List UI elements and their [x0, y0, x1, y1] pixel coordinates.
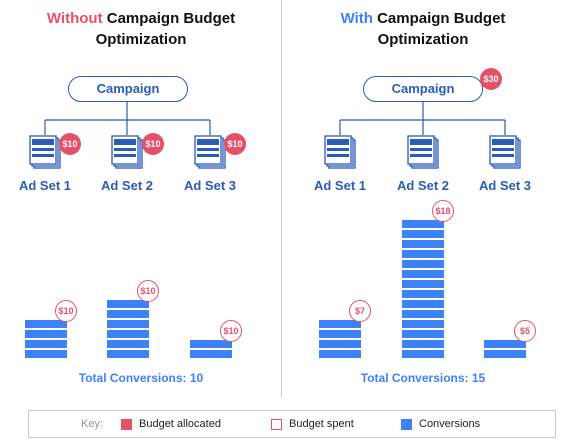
left-adset-3-icon [194, 135, 226, 169]
conversion-block [107, 300, 149, 308]
left-adset-2-icon [111, 135, 143, 169]
conversion-block [402, 310, 444, 318]
key-budget-allocated: Budget allocated [139, 418, 221, 430]
conversions-swatch [401, 419, 412, 430]
conversion-block [402, 290, 444, 298]
left-adset-3-budget-badge: $10 [224, 133, 246, 155]
conversion-block [402, 220, 444, 228]
key-budget-spent: Budget spent [289, 418, 354, 430]
left-adset-1-spent-badge: $10 [55, 300, 77, 322]
budget-spent-swatch [271, 419, 282, 430]
key-title: Key: [81, 418, 104, 430]
conversion-block [484, 340, 526, 348]
right-total-conversions: Total Conversions: 15 [360, 371, 486, 385]
left-adset-2-budget-badge: $10 [142, 133, 164, 155]
right-adset-1-conversion-bar [319, 320, 361, 358]
conversion-block [402, 350, 444, 358]
conversion-block [402, 300, 444, 308]
conversion-block [402, 250, 444, 258]
right-adset-2-label: Ad Set 2 [396, 178, 449, 193]
panel-divider [281, 0, 282, 398]
conversion-block [190, 350, 232, 358]
key-conversions: Conversions [419, 418, 481, 430]
conversion-block [402, 240, 444, 248]
conversion-block [402, 340, 444, 348]
conversion-block [25, 320, 67, 328]
conversion-block [107, 320, 149, 328]
right-campaign-label: Campaign [391, 81, 455, 96]
left-adset-1-label: Ad Set 1 [18, 178, 71, 193]
budget-allocated-swatch [121, 419, 132, 430]
conversion-block [319, 340, 361, 348]
left-adset-1-icon [29, 135, 61, 169]
left-adset-3-conversion-bar [190, 340, 232, 358]
conversion-block [25, 330, 67, 338]
conversion-block [402, 230, 444, 238]
right-title-line2: Optimization [377, 31, 469, 48]
conversion-block [107, 310, 149, 318]
conversion-block [402, 280, 444, 288]
right-adset-2-icon [407, 135, 439, 169]
left-title-rest: Campaign Budget [102, 10, 236, 27]
right-adset-2-spent-badge: $18 [432, 200, 454, 222]
left-adset-3-spent-badge: $10 [220, 320, 242, 342]
left-adset-2-label: Ad Set 2 [100, 178, 153, 193]
left-title-line2: Optimization [95, 31, 187, 48]
left-adset-1-conversion-bar [25, 320, 67, 358]
right-campaign-box: Campaign [363, 76, 483, 102]
conversion-block [402, 330, 444, 338]
left-adset-2-spent-badge: $10 [137, 280, 159, 302]
conversion-block [25, 340, 67, 348]
right-title-accent: With [340, 10, 373, 27]
conversion-block [107, 340, 149, 348]
right-adset-3-label: Ad Set 3 [478, 178, 531, 193]
conversion-block [484, 350, 526, 358]
right-title: With Campaign Budget Optimization [282, 8, 564, 50]
right-adset-3-icon [489, 135, 521, 169]
conversion-block [319, 350, 361, 358]
right-adset-1-label: Ad Set 1 [313, 178, 366, 193]
conversion-block [402, 270, 444, 278]
right-adset-1-icon [324, 135, 356, 169]
left-adset-2-conversion-bar [107, 300, 149, 358]
right-adset-1-spent-badge: $7 [349, 300, 371, 322]
right-adset-2-conversion-bar [402, 220, 444, 358]
left-title-accent: Without [46, 10, 103, 27]
right-title-rest: Campaign Budget [372, 10, 506, 27]
left-adset-1-budget-badge: $10 [59, 133, 81, 155]
left-campaign-box: Campaign [68, 76, 188, 102]
conversion-block [402, 260, 444, 268]
right-campaign-budget-badge: $30 [480, 68, 502, 90]
conversion-block [25, 350, 67, 358]
conversion-block [190, 340, 232, 348]
left-campaign-label: Campaign [96, 81, 160, 96]
left-adset-3-label: Ad Set 3 [183, 178, 236, 193]
conversion-block [319, 320, 361, 328]
right-adset-3-spent-badge: $5 [514, 320, 536, 342]
conversion-block [402, 320, 444, 328]
conversion-block [107, 350, 149, 358]
right-adset-3-conversion-bar [484, 340, 526, 358]
left-title: Without Campaign Budget Optimization [0, 8, 282, 50]
legend-key: Key: Budget allocated Budget spent Conve… [28, 410, 556, 438]
left-total-conversions: Total Conversions: 10 [78, 371, 204, 385]
conversion-block [319, 330, 361, 338]
conversion-block [107, 330, 149, 338]
